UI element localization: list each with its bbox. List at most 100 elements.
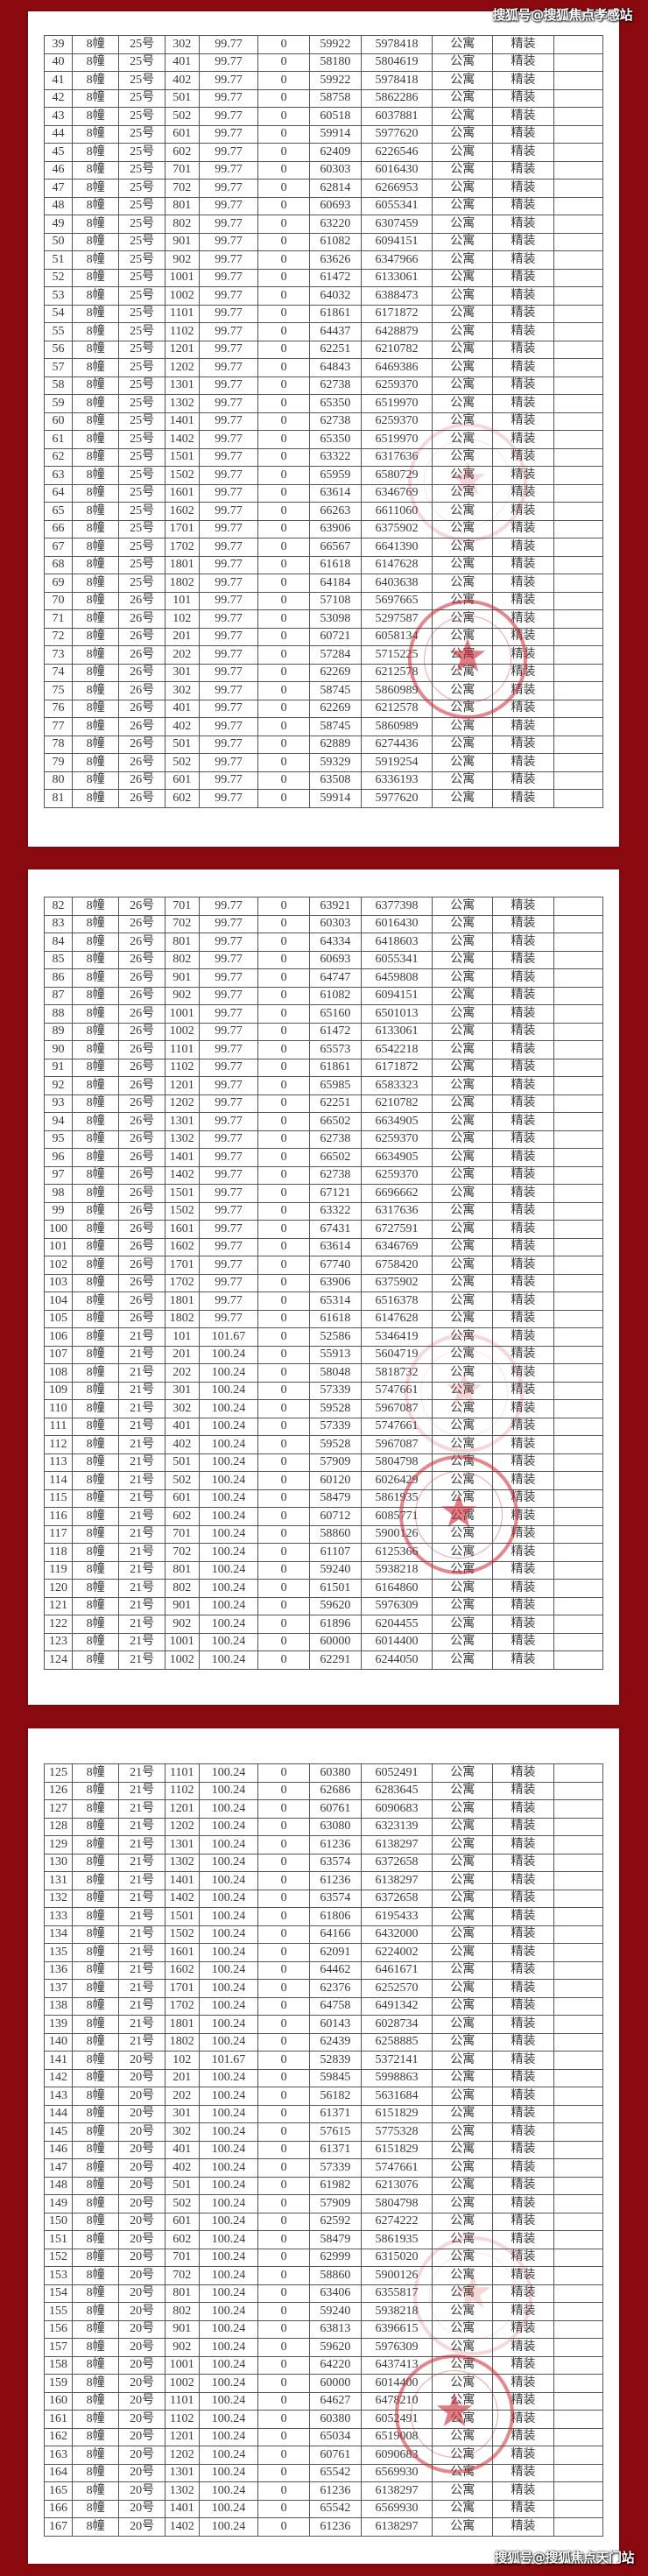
table-row: 39 8幢 25号 302 99.77 0 59922 5978418 公寓 精装 (44, 35, 604, 54)
table-row: 106 8幢 21号 101 101.67 0 52586 5346419 公寓 精装 (44, 1327, 604, 1347)
total-price-cell: 6459808 (360, 968, 433, 988)
unit-cell: 25号 (118, 124, 166, 144)
property-type-cell: 公寓 (432, 1058, 494, 1077)
unit-price-cell: 60380 (309, 1763, 362, 1783)
remarks-cell (553, 591, 604, 610)
property-type-cell: 公寓 (432, 1853, 494, 1872)
row-number-cell: 138 (44, 1996, 73, 2016)
area-cell: 99.77 (198, 914, 259, 933)
total-price-cell: 6147628 (360, 1309, 433, 1328)
remarks-cell (553, 1471, 604, 1490)
extra-area-cell: 0 (257, 1871, 310, 1890)
unit-price-cell: 65985 (309, 1076, 362, 1095)
row-number-cell: 78 (44, 735, 73, 754)
finish-type-cell: 精装 (492, 1524, 554, 1544)
building-cell: 8幢 (71, 1165, 120, 1185)
total-price-cell: 6016430 (360, 914, 433, 933)
unit-price-cell: 63574 (309, 1853, 362, 1872)
property-type-cell: 公寓 (432, 143, 494, 162)
room-number-cell: 1701 (164, 1256, 200, 1275)
extra-area-cell: 0 (257, 340, 310, 359)
remarks-cell (553, 2194, 604, 2214)
row-number-cell: 144 (44, 2104, 73, 2123)
extra-area-cell: 0 (257, 143, 310, 162)
property-type-cell: 公寓 (432, 304, 494, 323)
unit-price-cell: 61806 (309, 1907, 362, 1926)
finish-type-cell: 精装 (492, 2015, 554, 2034)
finish-type-cell: 精装 (492, 1925, 554, 1944)
remarks-cell (553, 1058, 604, 1077)
extra-area-cell: 0 (257, 1943, 310, 1962)
property-type-cell: 公寓 (432, 2338, 494, 2357)
unit-cell: 26号 (118, 1112, 166, 1131)
total-price-cell: 5860989 (360, 681, 433, 700)
area-cell: 100.24 (198, 1596, 259, 1615)
building-cell: 8幢 (71, 538, 120, 557)
room-number-cell: 1102 (164, 322, 200, 341)
unit-cell: 25号 (118, 71, 166, 90)
total-price-cell: 5919254 (360, 753, 433, 772)
table-row: 54 8幢 25号 1101 99.77 0 61861 6171872 公寓 精装 (44, 304, 604, 323)
building-cell: 8幢 (71, 466, 120, 485)
finish-type-cell: 精装 (492, 1889, 554, 1908)
property-type-cell: 公寓 (432, 250, 494, 270)
room-number-cell: 402 (164, 1435, 200, 1454)
extra-area-cell: 0 (257, 2427, 310, 2446)
building-cell: 8幢 (71, 2122, 120, 2142)
table-row: 71 8幢 26号 102 99.77 0 53098 5297587 公寓 精装 (44, 609, 604, 629)
room-number-cell: 1502 (164, 1201, 200, 1221)
property-type-cell: 公寓 (432, 914, 494, 933)
building-cell: 8幢 (71, 2319, 120, 2339)
total-price-cell: 6259370 (360, 412, 433, 431)
table-row: 164 8幢 20号 1301 100.24 0 65542 6569930 公寓 精装 (44, 2463, 604, 2482)
row-number-cell: 109 (44, 1381, 73, 1400)
remarks-cell (553, 1309, 604, 1328)
unit-price-cell: 57108 (309, 591, 362, 610)
area-cell: 100.24 (198, 1399, 259, 1418)
unit-cell: 26号 (118, 933, 166, 952)
finish-type-cell: 精装 (492, 1560, 554, 1580)
table-row: 65 8幢 25号 1602 99.77 0 66263 6611060 公寓 精装 (44, 502, 604, 521)
unit-cell: 26号 (118, 663, 166, 682)
building-cell: 8幢 (71, 1148, 120, 1167)
area-cell: 99.77 (198, 986, 259, 1005)
unit-cell: 21号 (118, 1853, 166, 1872)
unit-price-cell: 62291 (309, 1650, 362, 1670)
area-cell: 99.77 (198, 574, 259, 593)
unit-cell: 26号 (118, 1165, 166, 1185)
total-price-cell: 6583323 (360, 1076, 433, 1095)
row-number-cell: 79 (44, 753, 73, 772)
unit-cell: 26号 (118, 986, 166, 1005)
table-row: 80 8幢 26号 601 99.77 0 63508 6336193 公寓 精装 (44, 771, 604, 790)
remarks-cell (553, 2266, 604, 2285)
remarks-cell (553, 2391, 604, 2411)
area-cell: 99.77 (198, 897, 259, 916)
unit-cell: 25号 (118, 143, 166, 162)
building-cell: 8幢 (71, 1112, 120, 1131)
area-cell: 99.77 (198, 430, 259, 449)
property-type-cell: 公寓 (432, 1925, 494, 1944)
extra-area-cell: 0 (257, 1381, 310, 1400)
finish-type-cell: 精装 (492, 1399, 554, 1418)
room-number-cell: 601 (164, 771, 200, 790)
building-cell: 8幢 (71, 2410, 120, 2429)
area-cell: 100.24 (198, 2481, 259, 2501)
unit-price-cell: 65542 (309, 2499, 362, 2518)
property-type-cell: 公寓 (432, 1817, 494, 1836)
unit-price-cell: 59914 (309, 789, 362, 808)
area-cell: 100.24 (198, 1453, 259, 1472)
remarks-cell (553, 1853, 604, 1872)
property-type-cell: 公寓 (432, 555, 494, 574)
unit-price-cell: 63080 (309, 1817, 362, 1836)
finish-type-cell: 精装 (492, 2446, 554, 2465)
building-cell: 8幢 (71, 1345, 120, 1364)
row-number-cell: 96 (44, 1148, 73, 1167)
row-number-cell: 55 (44, 322, 73, 341)
property-type-cell: 公寓 (432, 717, 494, 736)
unit-cell: 25号 (118, 286, 166, 306)
unit-price-cell: 61861 (309, 304, 362, 323)
building-cell: 8幢 (71, 1309, 120, 1328)
area-cell: 100.24 (198, 1507, 259, 1526)
room-number-cell: 1202 (164, 1094, 200, 1113)
price-table: 82 8幢 26号 701 99.77 0 63921 6377398 公寓 精装 83 8幢 26号 7… (44, 897, 604, 1670)
